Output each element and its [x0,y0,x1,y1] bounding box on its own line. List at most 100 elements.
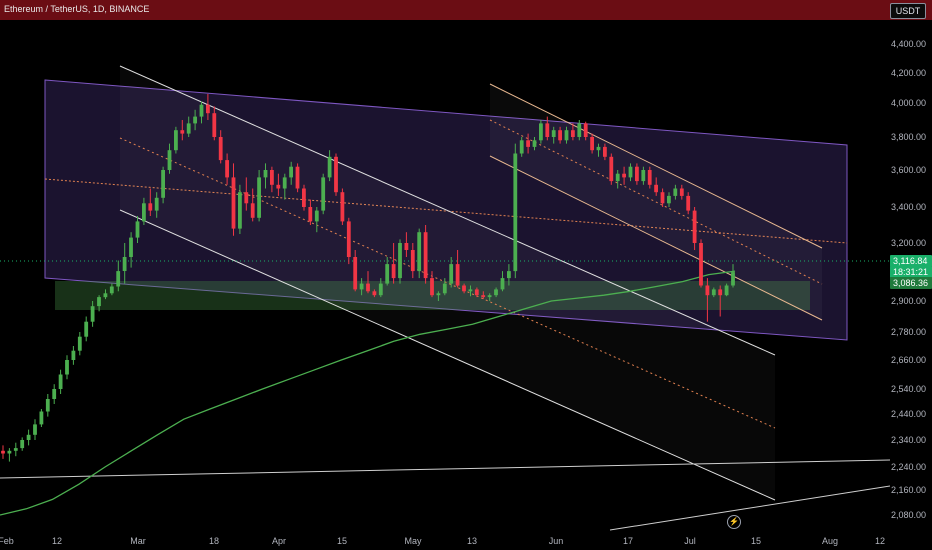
candle-body [519,140,524,154]
candle-body [724,285,729,296]
candle-body [622,173,626,178]
candle-body [410,250,415,272]
orange-channel-upper [489,83,823,249]
candle-body [711,289,716,296]
y-tick-label: 3,400.00 [891,202,926,212]
symbol-title[interactable]: Ethereum / TetherUS, 1D, BINANCE [4,4,150,14]
orange-channel-lower [489,155,823,321]
y-tick-label: 2,900.00 [891,296,926,306]
x-tick-label: 13 [467,536,477,546]
candle-body [430,278,434,296]
candle-body [487,295,492,298]
x-tick-label: 12 [875,536,885,546]
white-channel-upper [119,65,776,356]
candle-body [174,130,178,151]
y-tick-label: 2,440.00 [891,409,926,419]
candle-body [385,264,390,284]
candle-body [212,113,217,137]
candle-body [507,271,511,279]
candle-body [378,283,383,296]
candle-body [660,192,665,204]
candle-body [167,150,172,170]
candle-body [583,123,588,137]
candle-body [52,389,57,399]
candle-body [276,184,281,189]
y-tick-label: 2,240.00 [891,462,926,472]
y-tick-label: 4,200.00 [891,68,926,78]
candle-body [686,195,691,211]
candle-body [225,160,229,178]
candle-body [577,123,582,137]
y-tick-label: 3,600.00 [891,165,926,175]
x-tick-label: 15 [337,536,347,546]
candle-body [398,243,402,279]
candle-body [186,123,191,134]
candle-body [154,197,159,211]
x-tick-label: Jul [684,536,696,546]
candle-body [199,104,204,117]
moving-average-line [0,270,736,516]
horizontal-trendline [0,459,891,479]
candle-body [289,166,293,178]
candle-body [7,450,12,454]
candle-body [231,177,236,229]
symbol-header-bar: Ethereum / TetherUS, 1D, BINANCE USDT [0,0,932,20]
candle-body [532,140,537,147]
y-tick-label: 2,540.00 [891,384,926,394]
candle-body [314,210,319,222]
x-tick-label: 12 [52,536,62,546]
candle-body [545,123,550,137]
orange-channel-midline [489,119,823,285]
candle-body [513,153,518,272]
level-price-tag: 3,086.36 [890,277,932,289]
candle-body [142,203,146,222]
candle-body [135,221,140,238]
candle-body [103,293,108,298]
x-tick-label: Jun [549,536,564,546]
candle-body [481,295,486,298]
candle-body [436,293,441,296]
candle-body [58,374,63,389]
candle-body [250,203,255,218]
candle-body [635,166,639,182]
candle-body [340,192,345,222]
candle-body [539,123,543,141]
white-channel-lower [119,209,776,501]
candle-body [84,321,89,337]
candle-body [263,170,268,178]
currency-button[interactable]: USDT [890,3,926,19]
x-tick-label: Feb [0,536,14,546]
candle-body [462,285,466,292]
y-tick-label: 2,080.00 [891,510,926,520]
candle-body [71,350,76,360]
candle-body [468,289,473,292]
x-tick-label: May [404,536,422,546]
candle-body [244,192,249,204]
candle-body [571,130,575,137]
y-tick-label: 2,780.00 [891,327,926,337]
candle-body [327,156,332,178]
candle-body [13,448,18,451]
candle-body [718,289,723,296]
candle-body [238,192,242,229]
candle-body [615,173,620,182]
candle-body [526,140,530,147]
last-price-tag: 3,116.84 [890,255,932,267]
candle-body [404,243,409,250]
candle-body [449,264,454,284]
x-tick-label: 17 [623,536,633,546]
candle-body [442,283,447,294]
candle-body [667,195,671,204]
candle-body [558,130,562,141]
candle-body [609,156,614,182]
y-tick-label: 2,160.00 [891,485,926,495]
candle-body [705,285,710,296]
y-tick-label: 4,000.00 [891,98,926,108]
x-tick-label: 18 [209,536,219,546]
candle-body [494,289,498,296]
candle-body [692,210,697,243]
y-tick-label: 2,660.00 [891,355,926,365]
lightning-icon[interactable]: ⚡ [727,515,741,529]
x-tick-label: Aug [822,536,838,546]
